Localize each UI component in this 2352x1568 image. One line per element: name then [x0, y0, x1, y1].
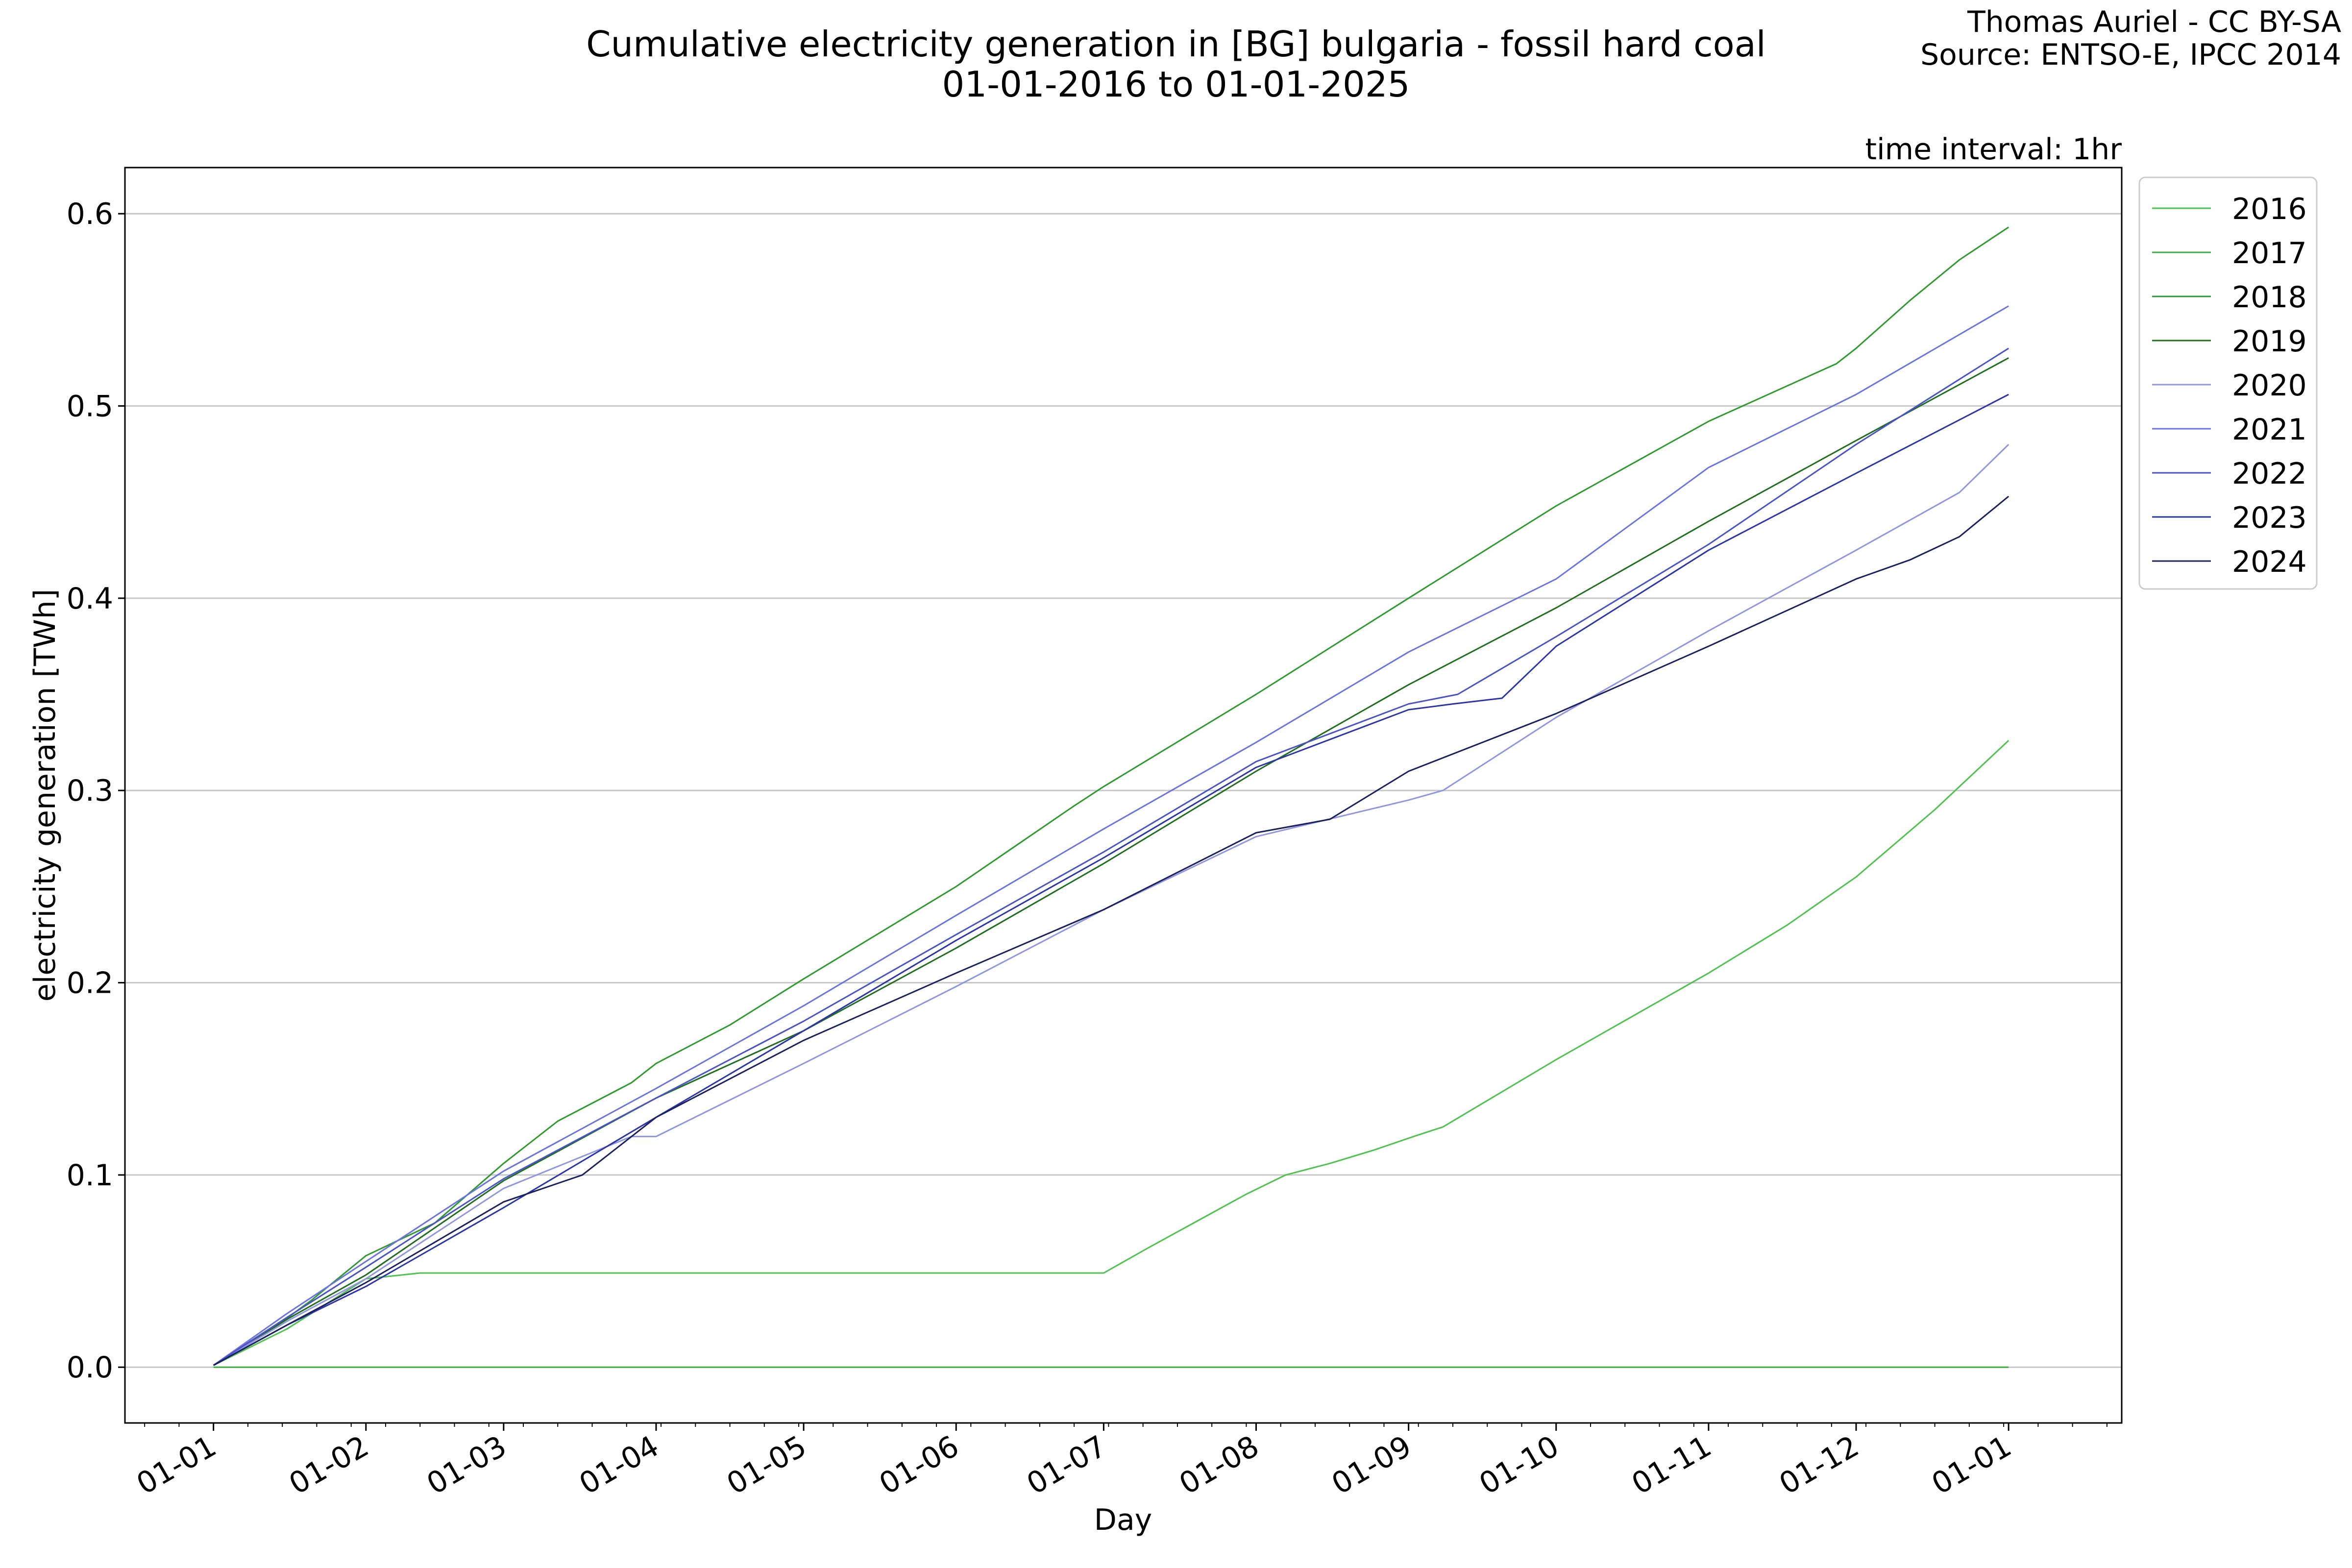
legend-label-2019: 2019: [2232, 324, 2307, 359]
credit-source: Source: ENTSO-E, IPCC 2014: [1920, 38, 2341, 72]
y-tick-label: 0.5: [67, 390, 113, 424]
x-tick-label: 01-01: [1926, 1429, 2017, 1501]
y-tick-label: 0.1: [67, 1158, 113, 1193]
series-line-2024: [213, 495, 2009, 1366]
y-tick-label: 0.4: [67, 582, 113, 616]
legend-label-2021: 2021: [2232, 413, 2307, 447]
x-tick-label: 01-09: [1326, 1429, 1417, 1501]
credit-author: Thomas Auriel - CC BY-SA: [1967, 5, 2341, 39]
series-line-2016: [213, 740, 2009, 1366]
y-axis: 0.0 0.1 0.2 0.3 0.4 0.5 0.6: [67, 197, 125, 1385]
x-tick-label: 01-12: [1774, 1429, 1865, 1501]
x-tick-label: 01-10: [1473, 1429, 1565, 1501]
series-line-2022: [213, 347, 2009, 1366]
x-tick-label: 01-02: [283, 1429, 374, 1501]
legend-label-2023: 2023: [2232, 501, 2307, 535]
chart-title: Cumulative electricity generation in [BG…: [586, 24, 1766, 65]
series-lines: [213, 226, 2009, 1368]
series-line-2018: [213, 226, 2009, 1366]
legend-frame: [2138, 176, 2318, 590]
series-line-2019: [213, 357, 2009, 1366]
y-tick-label: 0.3: [67, 774, 113, 808]
x-tick-label: 01-03: [421, 1429, 512, 1501]
legend: 2016 2017 2018 2019 2020 2021 2022 2023 2024: [2138, 176, 2318, 590]
x-tick-label: 01-08: [1174, 1429, 1265, 1501]
y-tick-label: 0.6: [67, 197, 113, 231]
legend-label-2016: 2016: [2232, 192, 2307, 226]
series-line-2023: [213, 393, 2009, 1366]
series-line-2021: [213, 305, 2009, 1366]
x-tick-label: 01-04: [573, 1429, 664, 1501]
chart-subtitle: 01-01-2016 to 01-01-2025: [942, 64, 1410, 105]
legend-label-2020: 2020: [2232, 368, 2307, 403]
time-interval-note: time interval: 1hr: [1865, 132, 2122, 167]
legend-label-2017: 2017: [2232, 236, 2307, 270]
legend-label-2022: 2022: [2232, 457, 2307, 491]
y-tick-label: 0.0: [67, 1350, 113, 1385]
x-axis-label: Day: [1094, 1503, 1152, 1537]
plot-frame: [124, 167, 2123, 1424]
x-axis: 01-01 01-02 01-03 01-04 01-05 01-06 01-07 01-08…: [131, 1423, 2107, 1501]
series-line-2020: [213, 443, 2009, 1366]
y-axis-label: electricity generation [TWh]: [28, 589, 62, 1002]
x-tick-label: 01-05: [721, 1429, 812, 1501]
x-tick-label: 01-07: [1021, 1429, 1112, 1501]
legend-label-2018: 2018: [2232, 280, 2307, 315]
y-tick-label: 0.2: [67, 966, 113, 1001]
x-tick-label: 01-06: [874, 1429, 965, 1501]
legend-label-2024: 2024: [2232, 545, 2307, 579]
x-tick-label: 01-01: [131, 1429, 222, 1501]
x-tick-label: 01-11: [1626, 1429, 1717, 1501]
gridlines: [125, 213, 2122, 1368]
